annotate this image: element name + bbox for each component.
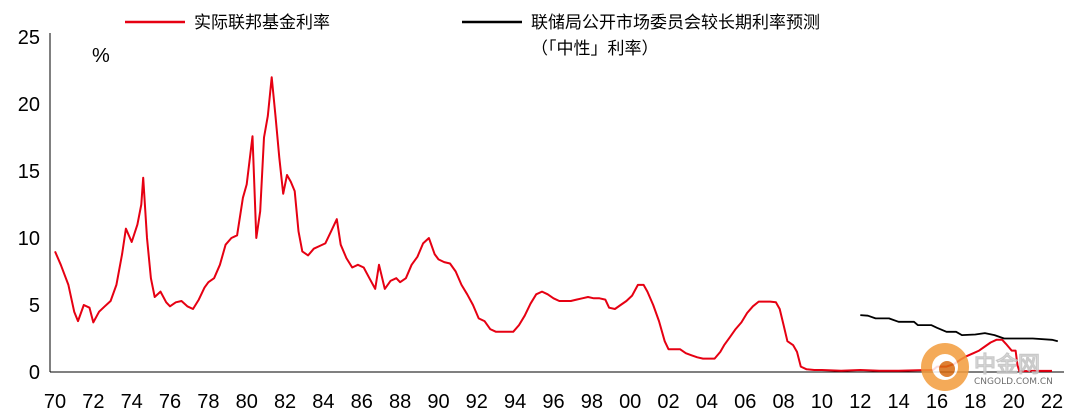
x-tick-label: 78	[197, 391, 219, 413]
x-tick-label: 82	[274, 391, 296, 413]
y-tick-label: 5	[29, 295, 40, 317]
x-tick-label: 14	[887, 391, 909, 413]
x-tick-label: 86	[351, 391, 373, 413]
series-line-fomc-longer-run	[860, 314, 1059, 343]
x-tick-label: 74	[121, 391, 143, 413]
x-tick-label: 98	[581, 391, 603, 413]
x-tick-label: 96	[542, 391, 564, 413]
y-tick-label: 0	[29, 362, 40, 384]
x-tick-labels: 70 72 74 76 78 80 82 84 86 88 90 92 94 96 98 00 02 04 06 08…	[44, 391, 1063, 413]
x-tick-label: 16	[926, 391, 948, 413]
legend-label-fomc-longer-run-line2: （「中性」利率）	[531, 39, 659, 59]
x-tick-label: 84	[312, 391, 334, 413]
y-tick-label: 10	[18, 228, 40, 250]
y-tick-label: 15	[18, 161, 40, 183]
x-tick-label: 00	[619, 391, 641, 413]
x-tick-label: 80	[236, 391, 258, 413]
legend-item-real-fed-funds: 实际联邦基金利率	[125, 13, 330, 33]
x-tick-label: 10	[811, 391, 833, 413]
x-tick-label: 20	[1003, 391, 1025, 413]
x-tick-label: 02	[657, 391, 679, 413]
legend-label-real-fed-funds: 实际联邦基金利率	[194, 13, 330, 33]
series-line-real-fed-funds	[54, 76, 1052, 373]
y-tick-label: 20	[18, 94, 40, 116]
x-tick-label: 76	[159, 391, 181, 413]
x-tick-label: 12	[849, 391, 871, 413]
series-layer	[54, 76, 1059, 373]
legend-item-fomc-longer-run: 联储局公开市场委员会较长期利率预测 （「中性」利率）	[462, 13, 820, 59]
x-tick-label: 08	[772, 391, 794, 413]
y-tick-label: 25	[18, 27, 40, 49]
watermark-logo-core	[939, 361, 955, 377]
x-tick-label: 90	[427, 391, 449, 413]
x-tick-label: 92	[466, 391, 488, 413]
x-tick-label: 72	[82, 391, 104, 413]
watermark: 中金网 CNGOLD.COM.CN	[921, 343, 1053, 391]
axes	[49, 33, 1064, 373]
watermark-site: CNGOLD.COM.CN	[974, 377, 1053, 387]
y-tick-labels: 0 5 10 15 20 25	[18, 27, 40, 384]
x-tick-label: 70	[44, 391, 66, 413]
x-tick-label: 18	[964, 391, 986, 413]
legend: 实际联邦基金利率 联储局公开市场委员会较长期利率预测 （「中性」利率）	[125, 13, 820, 59]
x-tick-label: 06	[734, 391, 756, 413]
x-tick-label: 94	[504, 391, 526, 413]
x-tick-label: 04	[696, 391, 718, 413]
x-tick-label: 88	[389, 391, 411, 413]
y-unit-label: %	[92, 45, 110, 67]
watermark-name: 中金网	[974, 352, 1040, 378]
legend-label-fomc-longer-run: 联储局公开市场委员会较长期利率预测	[531, 13, 820, 33]
x-tick-label: 22	[1041, 391, 1063, 413]
